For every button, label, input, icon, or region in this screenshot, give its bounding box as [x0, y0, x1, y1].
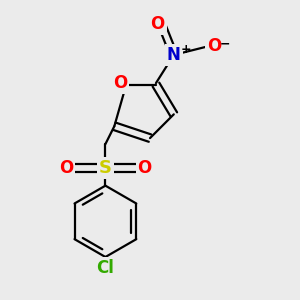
Text: −: − — [220, 38, 230, 51]
Text: Cl: Cl — [97, 259, 114, 277]
Text: O: O — [59, 159, 73, 177]
Text: O: O — [207, 37, 221, 55]
Text: N: N — [167, 46, 181, 64]
Text: +: + — [181, 43, 192, 56]
Text: O: O — [113, 74, 127, 92]
Text: O: O — [150, 15, 165, 33]
Text: O: O — [137, 159, 152, 177]
Text: S: S — [99, 159, 112, 177]
